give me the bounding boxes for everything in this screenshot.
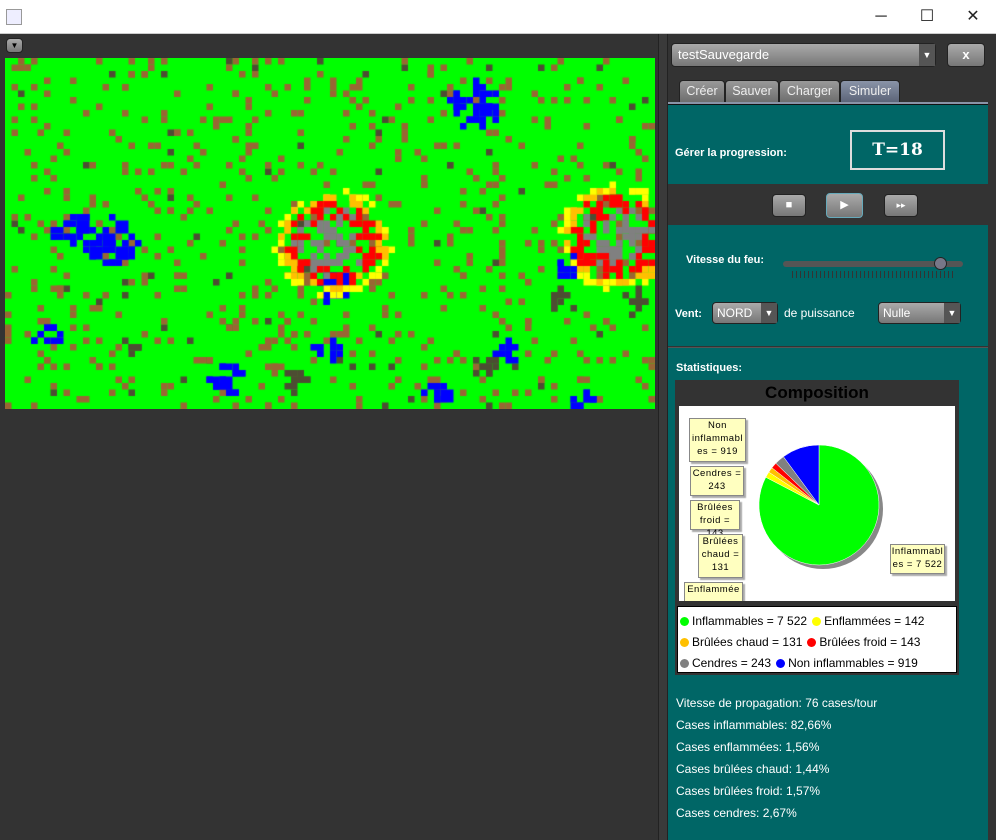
split-divider[interactable]	[658, 34, 668, 840]
legend-item: Brûlées chaud = 131	[680, 635, 802, 649]
progress-label: Gérer la progression:	[675, 147, 787, 159]
legend-item: Enflammées = 142	[812, 614, 924, 628]
legend-item: Inflammables = 7 522	[680, 614, 807, 628]
speed-label: Vitesse du feu:	[686, 254, 765, 266]
stat-line: Vitesse de propagation: 76 cases/tour	[676, 696, 878, 710]
close-save-button[interactable]: x	[947, 43, 985, 67]
save-select[interactable]: testSauvegarde ▼	[671, 43, 936, 67]
stats-section: Statistiques: Composition Non inflammabl…	[668, 347, 988, 840]
stats-label: Statistiques:	[676, 362, 743, 374]
stat-line: Cases cendres: 2,67%	[676, 806, 797, 820]
stop-button[interactable]: ■	[772, 194, 806, 217]
composition-chart: Composition Non inflammabl es = 919 Cend…	[675, 380, 959, 675]
tab-simuler[interactable]: Simuler	[840, 80, 900, 102]
fast-forward-button[interactable]: ▸▸	[884, 194, 918, 217]
play-button[interactable]: ▶	[826, 193, 863, 218]
tab-underline	[668, 102, 988, 105]
legend-item: Brûlées froid = 143	[807, 635, 920, 649]
pie-slice-5	[783, 444, 820, 506]
progress-section: Gérer la progression: T=18	[668, 105, 988, 184]
callout-brulees-chaud: Brûlées chaud = 131	[698, 534, 743, 578]
forest-map[interactable]	[5, 58, 655, 409]
legend-dot	[776, 659, 786, 668]
legend-item: Non inflammables = 919	[776, 656, 918, 670]
java-icon	[6, 9, 22, 25]
legend-dot	[680, 638, 689, 647]
minimize-button[interactable]: ─	[875, 8, 887, 25]
callout-non-inflammables: Non inflammabl es = 919	[689, 418, 746, 462]
legend-label: Non inflammables = 919	[788, 656, 918, 670]
pie-area: Non inflammabl es = 919 Cendres = 243 Br…	[679, 406, 955, 601]
callout-cendres: Cendres = 243	[690, 466, 744, 496]
stat-line: Cases brûlées chaud: 1,44%	[676, 762, 830, 776]
speed-slider[interactable]	[783, 261, 963, 267]
legend-dot	[680, 659, 689, 668]
tab-creer[interactable]: Créer	[679, 80, 725, 102]
close-button[interactable]: ✕	[966, 8, 980, 25]
maximize-button[interactable]: ☐	[919, 8, 935, 25]
tab-charger[interactable]: Charger	[779, 80, 840, 102]
legend-dot	[807, 638, 817, 647]
legend-dot	[680, 617, 689, 626]
legend-label: Enflammées = 142	[824, 614, 925, 628]
pie-chart	[758, 444, 883, 569]
slider-ticks	[792, 271, 956, 278]
power-label: de puissance	[784, 306, 855, 320]
time-display: T=18	[850, 130, 945, 170]
legend-item: Cendres = 243	[680, 656, 771, 670]
wind-label: Vent:	[675, 308, 702, 320]
legend-label: Inflammables = 7 522	[692, 614, 808, 628]
save-select-value: testSauvegarde	[678, 47, 770, 62]
stat-line: Cases brûlées froid: 1,57%	[676, 784, 821, 798]
tab-sauver[interactable]: Sauver	[725, 80, 779, 102]
wind-direction-value: NORD	[717, 306, 753, 320]
callout-brulees-froid: Brûlées froid = 143	[690, 500, 740, 539]
speed-slider-thumb[interactable]	[933, 257, 947, 270]
chart-legend: Inflammables = 7 522 Enflammées = 142 Brûl…	[677, 606, 957, 673]
legend-label: Brûlées chaud = 131	[692, 635, 803, 649]
stat-line: Cases inflammables: 82,66%	[676, 718, 832, 732]
callout-enflammees: Enflammée	[684, 582, 743, 601]
chevron-down-icon: ▼	[919, 44, 935, 66]
chevron-down-icon: ▼	[944, 303, 960, 323]
wind-power-select[interactable]: Nulle ▼	[878, 302, 961, 324]
wind-direction-select[interactable]: NORD ▼	[712, 302, 778, 324]
legend-label: Cendres = 243	[692, 656, 772, 670]
callout-inflammables: Inflammabl es = 7 522	[890, 544, 945, 574]
stat-line: Cases enflammées: 1,56%	[676, 740, 820, 754]
control-panel: testSauvegarde ▼ x Créer Sauver Charger S…	[668, 34, 996, 840]
title-bar: ─ ☐ ✕	[0, 0, 996, 34]
legend-label: Brûlées froid = 143	[819, 635, 921, 649]
chart-title: Composition	[765, 383, 869, 402]
chevron-down-icon: ▼	[761, 303, 777, 323]
settings-section: Vitesse du feu: Vent: NORD ▼ de puissance…	[668, 225, 988, 346]
legend-dot	[812, 617, 822, 626]
menu-dropdown-button[interactable]: ▼	[6, 38, 23, 53]
wind-power-value: Nulle	[883, 306, 911, 320]
